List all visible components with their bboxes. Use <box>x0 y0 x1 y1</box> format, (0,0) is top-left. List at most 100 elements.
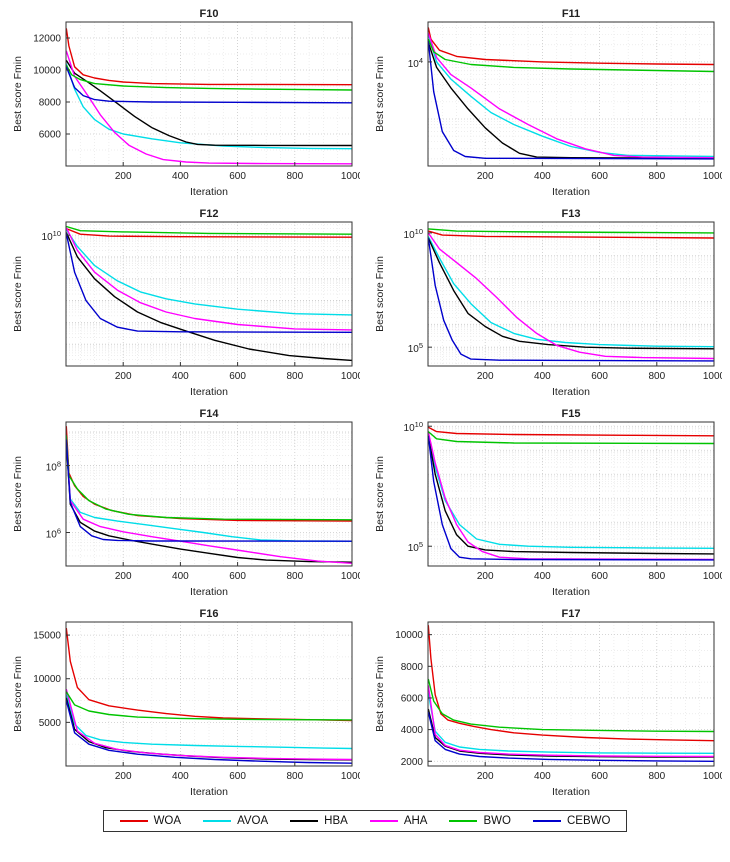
x-tick-label: 800 <box>648 371 665 382</box>
gridlines <box>66 622 352 766</box>
y-tick-label: 10000 <box>33 674 61 685</box>
x-tick-label: 800 <box>286 171 303 182</box>
series-aha <box>66 437 352 564</box>
y-axis-label: Best score Fmin <box>374 456 386 532</box>
chart-f14: 200 400 600 800 1000 106 108 F14 Iteration Best s… <box>12 408 364 598</box>
y-axis-label: Best score Fmin <box>12 656 24 732</box>
x-tick-label: 1000 <box>703 571 722 582</box>
x-tick-label: 600 <box>591 371 608 382</box>
chart-f11: 200 400 600 800 1000 104 F11 Iteration Best scor… <box>374 8 726 198</box>
x-tick-label: 800 <box>286 571 303 582</box>
legend-entry-hba: HBA <box>290 815 348 827</box>
x-tick-label: 400 <box>172 171 189 182</box>
y-axis-label: Best score Fmin <box>374 56 386 132</box>
series-cebwo <box>66 439 352 542</box>
subplot-title: F13 <box>562 208 581 220</box>
series-bwo <box>428 228 714 234</box>
subplot-f17: 200 400 600 800 1000 2000 4000 6000 8000 10000 F17… <box>370 606 726 804</box>
charts-grid: 200 400 600 800 1000 6000 8000 10000 12000 F10 Ite… <box>0 6 730 804</box>
series-avoa <box>428 34 714 158</box>
subplot-f14: 200 400 600 800 1000 106 108 F14 Iteration Best s… <box>8 406 364 604</box>
series-woa <box>428 426 714 437</box>
axes-box <box>427 221 715 367</box>
subplot-title: F15 <box>562 408 581 420</box>
x-axis-label: Iteration <box>552 386 590 398</box>
subplot-title: F10 <box>200 8 219 20</box>
x-tick-label: 200 <box>115 371 132 382</box>
legend: WOA AVOA HBA AHA BWO CEBWO <box>102 810 628 832</box>
y-tick-label: 15000 <box>33 631 61 642</box>
axes-box <box>427 421 715 567</box>
y-axis-label: Best score Fmin <box>12 56 24 132</box>
series-cebwo <box>428 435 714 561</box>
series-avoa <box>66 445 352 542</box>
x-tick-label: 1000 <box>341 771 360 782</box>
x-tick-label: 200 <box>477 171 494 182</box>
series-cebwo <box>66 233 352 334</box>
series-lines <box>428 228 714 362</box>
series-cebwo <box>428 41 714 160</box>
x-tick-label: 1000 <box>703 171 722 182</box>
x-tick-label: 200 <box>115 771 132 782</box>
x-tick-label: 200 <box>115 571 132 582</box>
y-tick-label: 10000 <box>395 630 423 641</box>
series-cebwo <box>66 66 352 104</box>
series-bwo <box>66 225 352 235</box>
chart-f12: 200 400 600 800 1000 1010 F12 Iteration Best sco… <box>12 208 364 398</box>
x-tick-label: 1000 <box>341 571 360 582</box>
x-tick-label: 600 <box>229 171 246 182</box>
series-avoa <box>428 693 714 755</box>
x-tick-label: 800 <box>648 571 665 582</box>
axes-box <box>427 621 715 767</box>
axes-box <box>65 421 353 567</box>
legend-line-sample <box>532 820 561 822</box>
gridlines <box>428 22 714 166</box>
series-lines <box>428 625 714 762</box>
legend-line-sample <box>449 820 478 822</box>
series-hba <box>428 237 714 350</box>
series-hba <box>66 442 352 563</box>
gridlines <box>428 622 714 766</box>
x-tick-label: 400 <box>172 571 189 582</box>
x-tick-label: 400 <box>534 571 551 582</box>
axes-box <box>65 21 353 167</box>
gridlines <box>66 222 352 366</box>
legend-line-sample <box>369 820 398 822</box>
series-bwo <box>428 678 714 733</box>
x-tick-label: 600 <box>229 371 246 382</box>
legend-entry-woa: WOA <box>119 815 181 827</box>
y-tick-label: 105 <box>408 540 423 554</box>
y-tick-label: 1010 <box>404 227 423 241</box>
legend-label: AHA <box>403 815 428 827</box>
gridlines <box>66 422 352 566</box>
y-tick-label: 105 <box>408 341 423 355</box>
series-woa <box>66 227 352 238</box>
legend-line-sample <box>290 820 319 822</box>
series-lines <box>66 225 352 362</box>
x-tick-label: 800 <box>286 771 303 782</box>
x-tick-label: 600 <box>229 771 246 782</box>
subplot-f13: 200 400 600 800 1000 105 1010 F13 Iteration Best … <box>370 206 726 404</box>
y-tick-label: 8000 <box>401 662 424 673</box>
x-tick-label: 600 <box>591 571 608 582</box>
convergence-figure: 200 400 600 800 1000 6000 8000 10000 12000 F10 Ite… <box>0 6 730 832</box>
subplot-title: F17 <box>562 608 581 620</box>
axes-box <box>65 221 353 367</box>
x-tick-label: 200 <box>477 771 494 782</box>
axes-box <box>65 621 353 767</box>
series-bwo <box>66 64 352 91</box>
chart-f17: 200 400 600 800 1000 2000 4000 6000 8000 10000 F17… <box>374 608 726 798</box>
x-axis-label: Iteration <box>552 186 590 198</box>
legend-entry-bwo: BWO <box>449 815 511 827</box>
axes-box <box>427 21 715 167</box>
x-tick-label: 800 <box>286 371 303 382</box>
chart-f16: 200 400 600 800 1000 5000 10000 15000 F16 Iterati… <box>12 608 364 798</box>
gridlines <box>428 422 714 566</box>
series-lines <box>66 28 352 165</box>
y-tick-label: 1010 <box>404 420 423 434</box>
series-woa <box>66 28 352 86</box>
series-avoa <box>66 694 352 750</box>
series-hba <box>66 232 352 362</box>
legend-entry-aha: AHA <box>369 815 428 827</box>
y-tick-label: 4000 <box>401 725 424 736</box>
